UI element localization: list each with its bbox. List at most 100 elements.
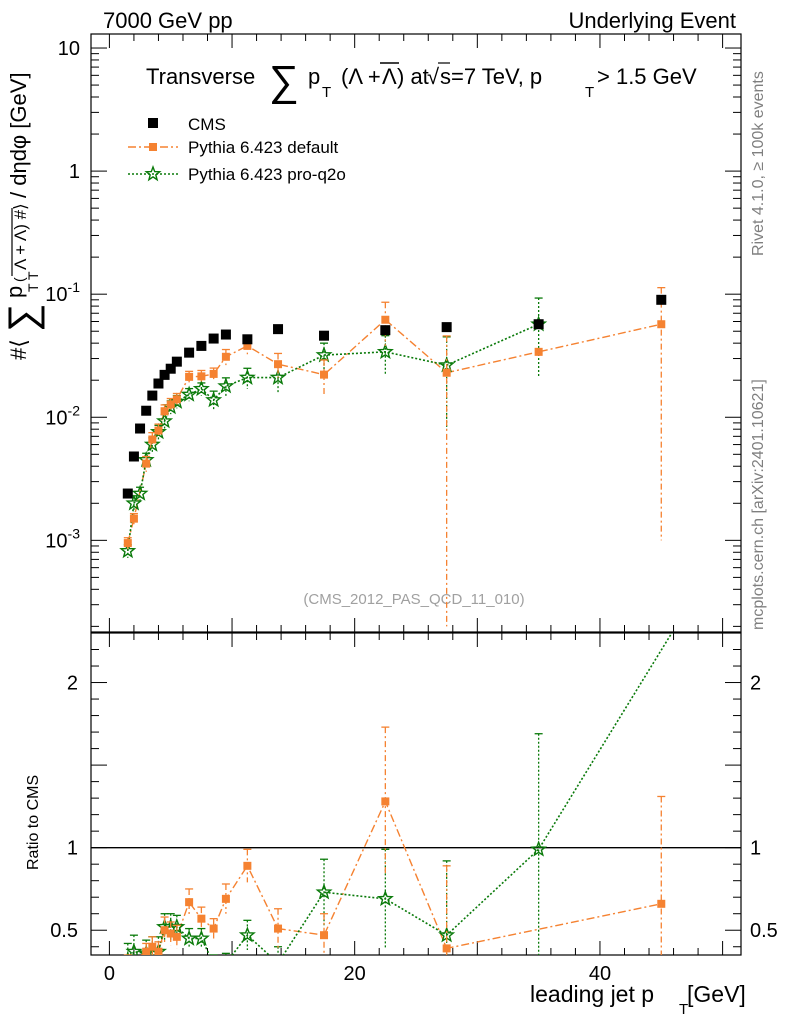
ratio-point-pythia-proq2o bbox=[137, 944, 155, 955]
point-pythia-default bbox=[381, 315, 390, 324]
point-pythia-default bbox=[142, 459, 151, 468]
point-pythia-default bbox=[442, 368, 451, 377]
point-pythia-default bbox=[274, 360, 283, 369]
point-pythia-default bbox=[209, 369, 218, 378]
x-tick-label: 0 bbox=[104, 963, 115, 985]
ratio-point-pythia-default bbox=[172, 932, 181, 941]
svg-text:(Λ +: (Λ + bbox=[341, 64, 381, 89]
legend: CMS Pythia 6.423 default Pythia 6.423 pr… bbox=[128, 115, 346, 184]
axes: 0 20 40 10-3 10-2 10-1 1 10 0.5 0.5 1 1 2 2 bbox=[45, 34, 778, 985]
svg-text:/ dηdφ [GeV]: / dηdφ [GeV] bbox=[6, 72, 31, 198]
point-cms bbox=[441, 322, 452, 333]
point-pythia-default bbox=[148, 435, 157, 444]
point-pythia-default bbox=[129, 514, 138, 523]
point-cms bbox=[319, 330, 330, 341]
ratio-point-pythia-default bbox=[148, 942, 157, 951]
ratio-tick-label-right: 2 bbox=[750, 673, 761, 695]
svg-text:#⟨: #⟨ bbox=[6, 339, 31, 360]
y-tick-label: 10-3 bbox=[45, 525, 80, 552]
point-pythia-default bbox=[243, 341, 252, 350]
x-tick-label: 40 bbox=[589, 963, 611, 985]
point-pythia-proq2o bbox=[315, 346, 333, 363]
point-cms bbox=[208, 333, 219, 344]
ratio-tick-label-left: 1 bbox=[67, 838, 78, 860]
point-cms bbox=[220, 329, 231, 340]
legend-label-pythia-default: Pythia 6.423 default bbox=[188, 138, 339, 157]
point-pythia-proq2o bbox=[217, 377, 235, 394]
ratio-point-pythia-default bbox=[221, 894, 230, 903]
point-pythia-proq2o bbox=[143, 435, 161, 452]
ratio-point-pythia-default bbox=[154, 947, 163, 955]
point-pythia-default bbox=[166, 400, 175, 409]
ratio-point-pythia-default bbox=[160, 926, 169, 935]
point-pythia-proq2o bbox=[131, 484, 149, 501]
ratio-point-pythia-default bbox=[142, 947, 151, 955]
ratio-tick-label-left: 0.5 bbox=[50, 920, 78, 942]
svg-text:√: √ bbox=[427, 64, 440, 89]
ratio-point-pythia-proq2o bbox=[530, 840, 548, 857]
point-pythia-proq2o bbox=[155, 412, 174, 429]
legend-label-pythia-proq2o: Pythia 6.423 pro-q2o bbox=[188, 165, 346, 184]
y-tick-label: 10-2 bbox=[45, 402, 80, 429]
series-line-pythia-proq2o bbox=[126, 323, 539, 552]
svg-text:T: T bbox=[322, 84, 331, 101]
ratio-point-pythia-proq2o bbox=[125, 942, 143, 955]
analysis-watermark: (CMS_2012_PAS_QCD_11_010) bbox=[303, 591, 524, 608]
ratio-point-pythia-default bbox=[657, 899, 666, 908]
point-pythia-proq2o bbox=[168, 392, 186, 409]
point-pythia-proq2o bbox=[180, 385, 198, 402]
ratio-point-pythia-default bbox=[243, 861, 252, 870]
ratio-line-pythia-default bbox=[139, 799, 662, 955]
ratio-data bbox=[123, 543, 729, 955]
point-cms bbox=[533, 319, 544, 330]
y-tick-label: 1 bbox=[69, 161, 80, 183]
legend-star-shape bbox=[144, 164, 162, 182]
ratio-tick-label-left: 2 bbox=[67, 673, 78, 695]
point-cms bbox=[147, 390, 158, 401]
point-cms bbox=[184, 347, 195, 358]
legend-label-cms: CMS bbox=[188, 115, 226, 134]
svg-text:Λ: Λ bbox=[382, 64, 397, 89]
point-pythia-default bbox=[657, 320, 666, 329]
ratio-tick-label-right: 1 bbox=[750, 838, 761, 860]
ratio-tick-label-right: 0.5 bbox=[750, 920, 778, 942]
svg-text:T: T bbox=[679, 1001, 688, 1018]
svg-text:[GeV]: [GeV] bbox=[687, 981, 746, 1007]
svg-text:> 1.5 GeV: > 1.5 GeV bbox=[597, 64, 697, 89]
header-analysis-label: Underlying Event bbox=[568, 8, 736, 33]
ratio-point-pythia-default bbox=[442, 944, 451, 953]
rivet-info: Rivet 4.1.0, ≥ 100k events bbox=[750, 71, 767, 256]
point-pythia-default bbox=[123, 539, 132, 548]
y-axis-label: #⟨ ∑ p T ( Λ + Λ) #⟩ T / dηdφ [GeV] bbox=[1, 72, 45, 360]
point-pythia-proq2o bbox=[376, 342, 394, 360]
ratio-point-pythia-proq2o bbox=[213, 954, 214, 955]
x-tick-label: 20 bbox=[344, 963, 366, 985]
svg-text:(: ( bbox=[11, 277, 27, 282]
svg-text:leading jet p: leading jet p bbox=[530, 981, 654, 1007]
ratio-y-axis-label: Ratio to CMS bbox=[25, 775, 42, 870]
x-axis-label: leading jet p T [GeV] bbox=[530, 981, 746, 1018]
svg-text:∑: ∑ bbox=[269, 57, 299, 104]
point-cms bbox=[196, 340, 207, 351]
point-cms bbox=[656, 294, 667, 305]
point-pythia-proq2o bbox=[205, 390, 223, 408]
point-cms bbox=[171, 356, 182, 367]
point-pythia-default bbox=[221, 352, 230, 361]
point-pythia-proq2o bbox=[269, 368, 287, 385]
ratio-point-pythia-proq2o bbox=[716, 543, 729, 556]
header-collision-label: 7000 GeV pp bbox=[103, 8, 233, 33]
legend-marker-pythia-default bbox=[149, 143, 157, 151]
ratio-plot-frame bbox=[90, 632, 742, 956]
point-pythia-default bbox=[320, 370, 329, 379]
main-plot-frame bbox=[90, 33, 742, 633]
point-pythia-default bbox=[160, 407, 169, 416]
legend-marker-pythia-proq2o bbox=[144, 164, 162, 182]
y-tick-label: 10 bbox=[58, 38, 80, 60]
ratio-point-pythia-proq2o bbox=[315, 883, 333, 900]
ratio-point-pythia-default bbox=[197, 914, 206, 923]
point-pythia-default bbox=[197, 372, 206, 381]
svg-text:p: p bbox=[2, 286, 27, 298]
ratio-point-pythia-proq2o bbox=[277, 954, 279, 955]
ratio-point-pythia-default bbox=[381, 797, 390, 806]
